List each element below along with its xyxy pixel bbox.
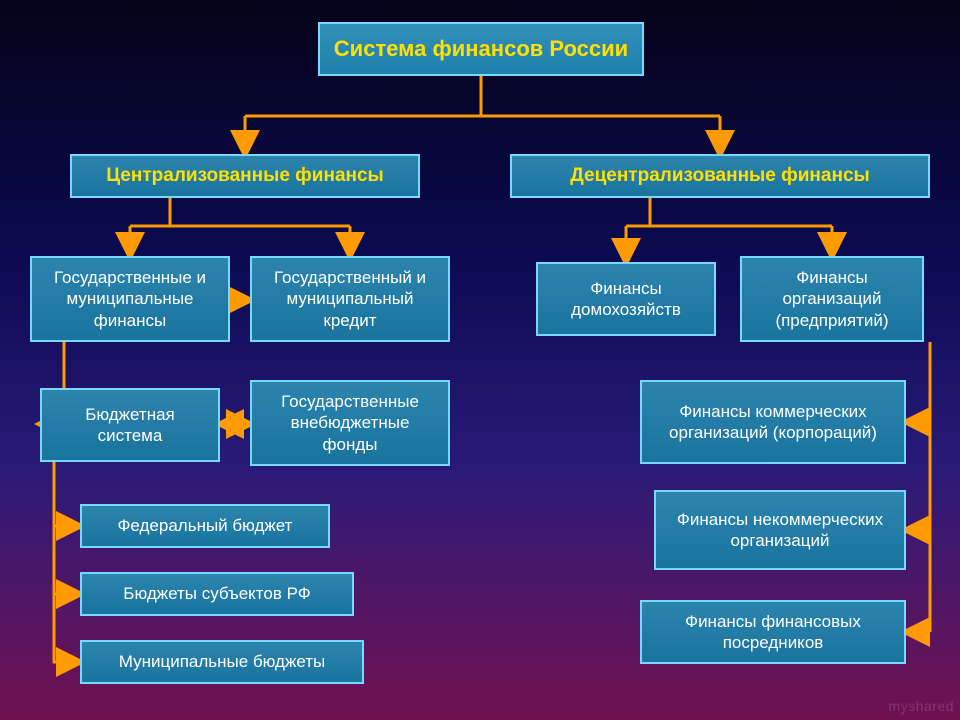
node-ffp: Финансы финансовых посредников	[640, 600, 906, 664]
watermark: myshared	[889, 698, 954, 714]
edge-16	[54, 462, 80, 526]
node-dec: Децентрализованные финансы	[510, 154, 930, 198]
node-bsrf: Бюджеты субъектов РФ	[80, 572, 354, 616]
edge-17	[54, 526, 80, 594]
node-gvf: Государственные внебюджетные фонды	[250, 380, 450, 466]
node-fko: Финансы коммерческих организаций (корпор…	[640, 380, 906, 464]
node-fb: Федеральный бюджет	[80, 504, 330, 548]
node-gmf: Государственные и муниципальные финансы	[30, 256, 230, 342]
node-fdh: Финансы домохозяйств	[536, 262, 716, 336]
node-root: Система финансов России	[318, 22, 644, 76]
node-gmk: Государственный и муниципальный кредит	[250, 256, 450, 342]
node-bs: Бюджетная система	[40, 388, 220, 462]
node-cen: Централизованные финансы	[70, 154, 420, 198]
node-forg: Финансы организаций (предприятий)	[740, 256, 924, 342]
node-mb: Муниципальные бюджеты	[80, 640, 364, 684]
node-fno: Финансы некоммерческих организаций	[654, 490, 906, 570]
edge-18	[54, 594, 80, 662]
